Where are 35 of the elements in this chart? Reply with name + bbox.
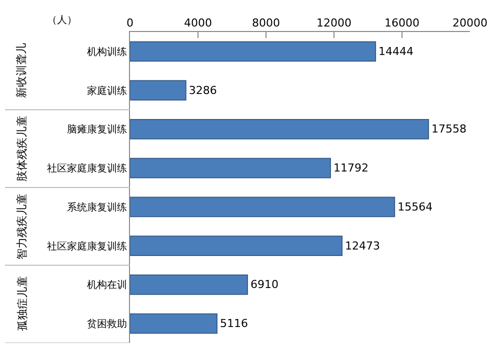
data-label: 6910 <box>250 278 278 292</box>
bar <box>130 274 248 295</box>
y-tick-label: 贫困救助 <box>87 318 127 330</box>
bar <box>130 118 429 140</box>
bar <box>130 313 218 334</box>
data-label: 14444 <box>378 44 414 58</box>
data-label: 11792 <box>333 162 368 175</box>
y-tick-label: 社区家庭康复训练 <box>47 240 127 252</box>
text: 肢体残疾儿童 <box>15 116 28 182</box>
y-tick-label: 脑瘫康复训练 <box>67 124 127 136</box>
data-label: 3286 <box>188 84 217 97</box>
bar <box>130 236 343 256</box>
y-tick-label: 家庭训练 <box>87 84 127 97</box>
bar <box>130 80 186 101</box>
data-label: 5116 <box>220 317 248 330</box>
x-tick-label: 12000 <box>316 16 352 30</box>
y-tick-label: 机构训练 <box>87 46 127 58</box>
data-label: 12473 <box>345 239 380 252</box>
y-tick-label: 机构在训 <box>87 279 127 292</box>
y-tick-label: 社区家庭康复训练 <box>47 162 127 175</box>
x-tick-label: 8000 <box>252 16 280 30</box>
x-tick-label: 20000 <box>452 16 488 30</box>
bar <box>130 41 376 62</box>
data-label: 15564 <box>398 200 433 214</box>
x-tick-label: 4000 <box>184 16 212 30</box>
data-label: 17558 <box>431 122 466 136</box>
text: 智力残疾儿童 <box>16 193 29 260</box>
text: 孤独症儿童 <box>16 276 29 332</box>
bar <box>130 158 331 178</box>
x-axis-title: （人） <box>47 15 77 26</box>
text: 新收训聋儿 <box>15 42 28 98</box>
y-tick-label: 系统康复训练 <box>67 201 127 214</box>
bar <box>130 196 396 218</box>
x-tick-label: 0 <box>126 16 134 30</box>
x-tick-label: 16000 <box>384 16 420 30</box>
